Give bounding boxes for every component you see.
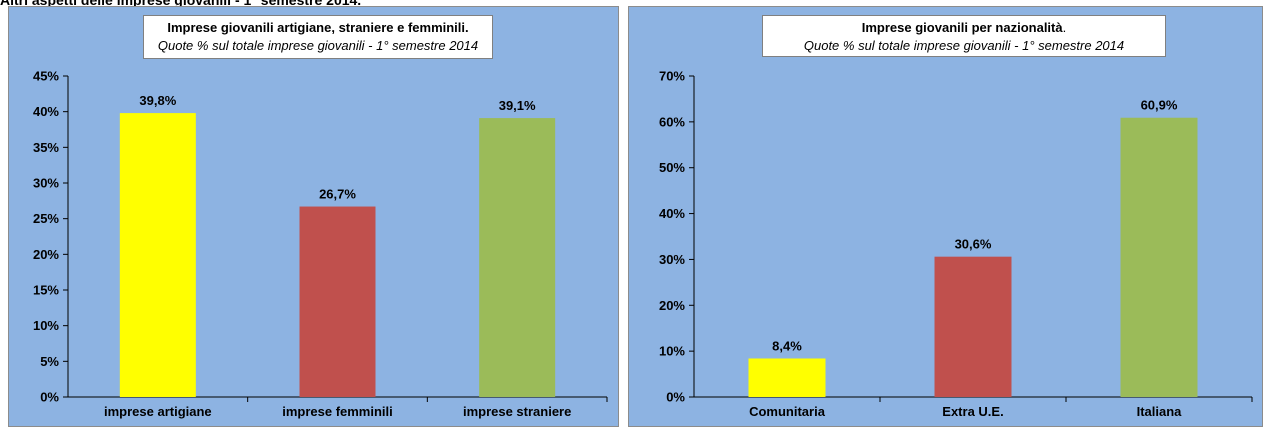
data-label: 60,9% — [1141, 98, 1178, 113]
chart-title-box: Imprese giovanili per nazionalità. Quote… — [762, 15, 1166, 57]
x-tick-label: imprese artigiane — [104, 404, 212, 419]
bar-chart-plot-right: 0% 10% 20% 30% 40% 50% 60% 70% 8,4% Comunitaria 30… — [659, 69, 1253, 419]
y-tick-label: 0% — [666, 390, 685, 405]
chart-subtitle: Quote % sul totale imprese giovanili - 1… — [157, 38, 479, 53]
y-tick-label: 5% — [40, 354, 59, 369]
y-tick-label: 30% — [33, 176, 59, 191]
y-tick-label: 15% — [33, 283, 59, 298]
y-tick-label: 60% — [659, 114, 685, 129]
y-tick-label: 40% — [33, 104, 59, 119]
y-tick-label: 35% — [33, 140, 59, 155]
y-tick-label: 10% — [33, 318, 59, 333]
data-label: 39,1% — [499, 98, 536, 113]
y-tick-label: 70% — [659, 69, 685, 84]
data-label: 30,6% — [955, 237, 992, 252]
bar — [299, 206, 376, 397]
chart-nazionalita: 0% 10% 20% 30% 40% 50% 60% 70% 8,4% Comunitaria 30… — [628, 6, 1263, 427]
x-tick-label: Comunitaria — [749, 404, 826, 419]
chart-subtitle: Quote % sul totale imprese giovanili - 1… — [803, 38, 1125, 53]
x-tick-label: imprese femminili — [282, 404, 393, 419]
y-tick-label: 40% — [659, 206, 685, 221]
bar — [934, 256, 1012, 397]
chart-title-text: Imprese giovanili per nazionalità — [861, 20, 1063, 35]
x-tick-label: imprese straniere — [463, 404, 571, 419]
chart-artigiane-femminili-straniere: 0% 5% 10% 15% 20% 25% 30% 35% 40% 45% 39,8% imprese… — [8, 6, 619, 427]
chart-title: Imprese giovanili artigiane, straniere e… — [167, 20, 469, 35]
bar — [479, 118, 556, 397]
y-tick-label: 10% — [659, 344, 685, 359]
y-tick-label: 20% — [33, 247, 59, 262]
y-tick-label: 30% — [659, 252, 685, 267]
chart-title-box: Imprese giovanili artigiane, straniere e… — [143, 15, 493, 59]
data-label: 8,4% — [772, 338, 802, 353]
bar — [119, 113, 196, 398]
data-label: 39,8% — [139, 93, 176, 108]
x-tick-label: Extra U.E. — [942, 404, 1003, 419]
bar-chart-plot-left: 0% 5% 10% 15% 20% 25% 30% 35% 40% 45% 39,8% imprese… — [33, 69, 608, 419]
bar — [1120, 117, 1198, 397]
chart-title-dot: . — [1062, 20, 1067, 35]
y-tick-label: 25% — [33, 211, 59, 226]
y-tick-label: 20% — [659, 298, 685, 313]
y-tick-label: 50% — [659, 160, 685, 175]
x-tick-label: Italiana — [1137, 404, 1183, 419]
y-tick-label: 0% — [40, 390, 59, 405]
data-label: 26,7% — [319, 187, 356, 202]
bar — [748, 358, 826, 397]
chart-title: Imprese giovanili per nazionalità. — [763, 19, 1165, 37]
y-tick-label: 45% — [33, 69, 59, 84]
page-header: Altri aspetti delle imprese giovanili - … — [0, 0, 362, 8]
